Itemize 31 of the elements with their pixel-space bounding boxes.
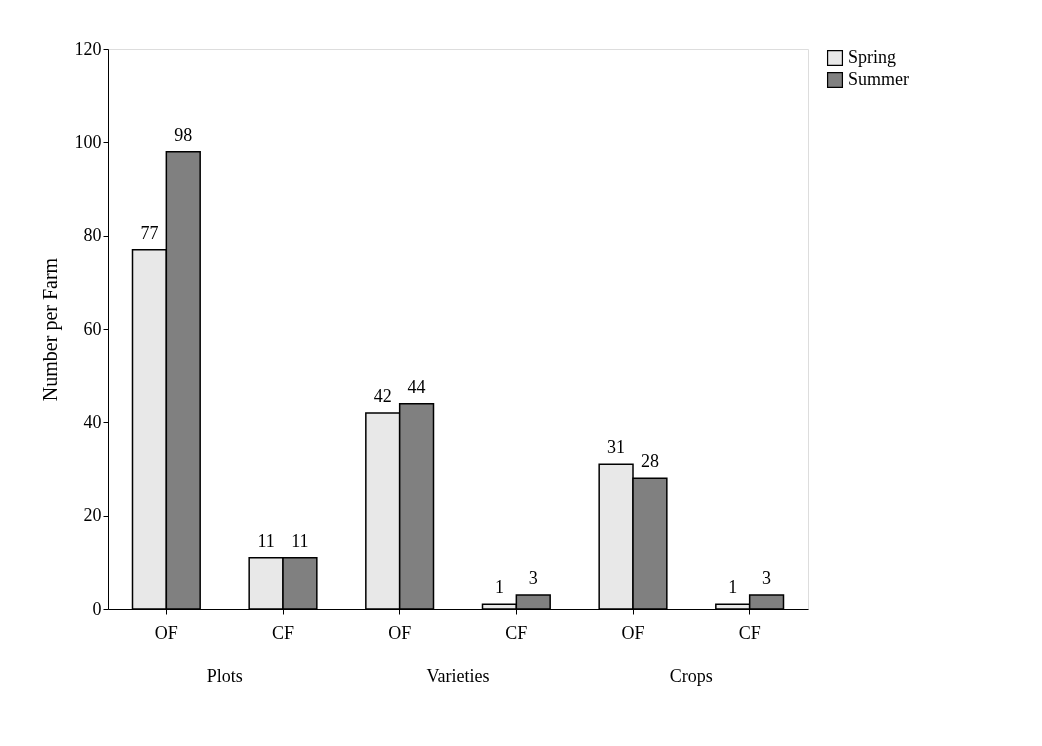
- y-tick-label: 120: [74, 38, 102, 59]
- data-label: 11: [291, 530, 309, 551]
- data-label: 1: [728, 577, 738, 598]
- x-tick-label: CF: [505, 622, 528, 643]
- data-label: 3: [762, 568, 772, 588]
- data-label: 98: [174, 124, 193, 145]
- y-tick-label: 60: [83, 318, 102, 339]
- y-axis-title: Number per Farm: [38, 257, 62, 402]
- x-tick-label: OF: [621, 622, 645, 643]
- y-tick-label: 100: [74, 131, 102, 152]
- y-tick-label: 0: [92, 598, 102, 619]
- data-label: 11: [257, 530, 275, 551]
- text: Crops: [669, 666, 713, 686]
- x-tick-label: CF: [271, 622, 295, 643]
- legend-label: Spring: [848, 47, 897, 67]
- x-tick-label: OF: [154, 622, 178, 643]
- text: Varieties: [426, 666, 490, 686]
- data-label: 44: [407, 376, 426, 397]
- y-tick-label: 80: [83, 225, 102, 246]
- text: Plots: [206, 666, 243, 686]
- x-tick-label: OF: [388, 622, 412, 643]
- data-label: 42: [373, 386, 392, 406]
- data-label: 1: [494, 577, 504, 598]
- y-tick-label: 20: [83, 505, 102, 526]
- data-label: 77: [140, 222, 159, 243]
- data-label: 3: [528, 568, 538, 588]
- data-label: 28: [640, 451, 659, 472]
- y-tick-label: 40: [83, 411, 102, 432]
- legend-label: Summer: [848, 69, 909, 89]
- x-tick-label: CF: [738, 622, 761, 643]
- data-label: 31: [607, 437, 626, 458]
